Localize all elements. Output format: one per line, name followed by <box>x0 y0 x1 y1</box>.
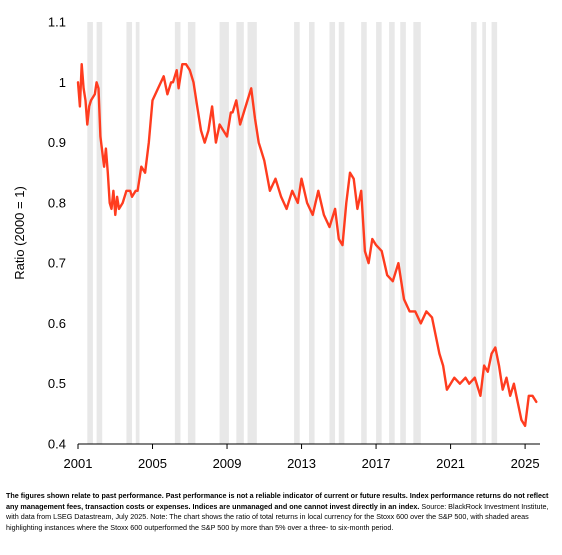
shaded-period-17 <box>413 22 421 444</box>
x-tick-label: 2005 <box>138 456 167 471</box>
shaded-period-4 <box>174 22 181 444</box>
shaded-period-5 <box>187 22 196 444</box>
x-tick-label: 2013 <box>287 456 316 471</box>
y-tick-label: 0.5 <box>48 376 66 391</box>
x-tick-label: 2017 <box>362 456 391 471</box>
shaded-period-2 <box>126 22 133 444</box>
y-tick-label: 0.4 <box>48 437 66 452</box>
shaded-period-19 <box>482 22 486 444</box>
outperformance-shading <box>87 22 498 444</box>
y-tick-label: 0.7 <box>48 256 66 271</box>
shaded-period-3 <box>135 22 140 444</box>
footnotes: The figures shown relate to past perform… <box>6 491 558 533</box>
y-tick-label: 0.9 <box>48 135 66 150</box>
y-tick-label: 1.1 <box>48 15 66 30</box>
shaded-period-16 <box>400 22 406 444</box>
shaded-period-14 <box>376 22 382 444</box>
y-tick-label: 0.6 <box>48 316 66 331</box>
shaded-period-6 <box>219 22 229 444</box>
y-axis-label: Ratio (2000 = 1) <box>12 186 27 280</box>
x-tick-label: 2021 <box>436 456 465 471</box>
shaded-period-18 <box>471 22 477 444</box>
shaded-period-10 <box>309 22 315 444</box>
x-tick-label: 2009 <box>213 456 242 471</box>
y-tick-label: 0.8 <box>48 195 66 210</box>
y-tick-label: 1 <box>59 75 66 90</box>
series-line <box>76 63 538 428</box>
shaded-period-0 <box>87 22 93 444</box>
shaded-period-8 <box>247 22 257 444</box>
shaded-period-1 <box>96 22 103 444</box>
shaded-period-15 <box>389 22 395 444</box>
shaded-period-7 <box>236 22 244 444</box>
x-tick-label: 2001 <box>64 456 93 471</box>
shaded-period-9 <box>294 22 300 444</box>
x-axis-ticks: 2001 2005 2009 2013 2017 2021 2025 <box>64 444 540 471</box>
shaded-period-11 <box>329 22 336 444</box>
disclaimer-text: The figures shown relate to past perform… <box>6 491 549 511</box>
shaded-period-20 <box>491 22 498 444</box>
x-tick-label: 2025 <box>511 456 540 471</box>
ratio-line-chart: 0.40.50.60.70.80.911.1 2001 2005 2009 2013 2… <box>12 15 540 471</box>
shaded-period-12 <box>338 22 345 444</box>
source-note-text: Source: BlackRock Investment Institute, … <box>6 501 549 532</box>
y-axis-ticks: 0.4 0.5 0.6 0.7 0.8 0.9 1 1.1 <box>48 15 66 452</box>
